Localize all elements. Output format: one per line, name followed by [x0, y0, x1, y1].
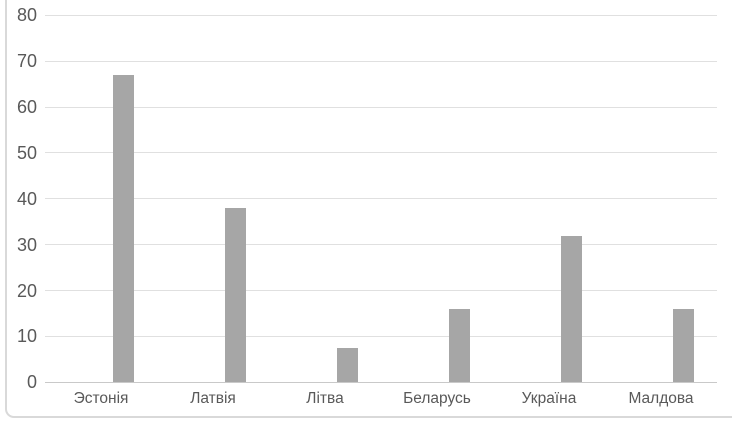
x-axis-line — [45, 381, 717, 383]
x-category-label: Эстонія — [73, 390, 129, 407]
bar — [336, 347, 358, 383]
x-category-label: Літва — [306, 390, 344, 407]
y-tick-label: 0 — [26, 372, 37, 393]
y-tick-label: 30 — [16, 234, 37, 255]
y-tick-label: 70 — [16, 51, 37, 72]
x-category-label: Малдова — [628, 390, 694, 407]
gridline — [45, 14, 717, 16]
gridline — [45, 152, 717, 154]
gridline — [45, 106, 717, 108]
x-category-label: Беларусь — [403, 390, 471, 407]
y-tick-label: 50 — [16, 142, 37, 163]
bar — [224, 208, 246, 383]
gridline — [45, 198, 717, 200]
y-tick-label: 40 — [16, 188, 37, 209]
x-category-label: Латвія — [190, 390, 236, 407]
bar — [448, 308, 470, 383]
y-tick-label: 10 — [16, 326, 37, 347]
gridline — [45, 60, 717, 62]
bar — [112, 75, 134, 383]
gridline — [45, 290, 717, 292]
x-category-label: Україна — [521, 390, 577, 407]
y-tick-label: 60 — [16, 97, 37, 118]
bar — [560, 235, 582, 383]
y-tick-label: 20 — [16, 280, 37, 301]
bar — [672, 308, 694, 383]
gridline — [45, 244, 717, 246]
y-tick-label: 80 — [16, 5, 37, 26]
gridline — [45, 335, 717, 337]
